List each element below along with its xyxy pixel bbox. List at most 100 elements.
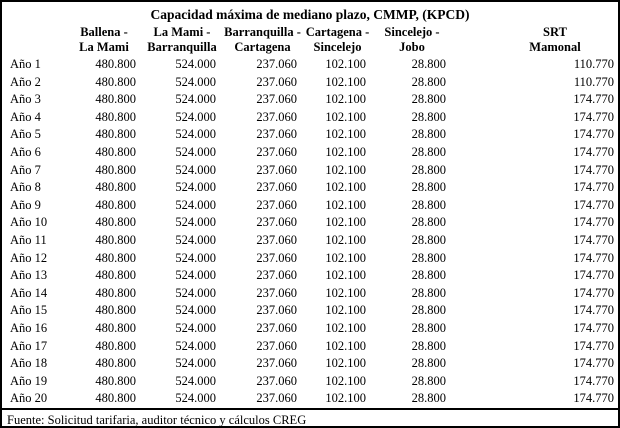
cell: 174.770	[573, 391, 614, 406]
table-row: Año 6 480.800 524.000 237.060 102.100 28.800 1…	[2, 144, 618, 162]
row-label: Año 4	[10, 109, 41, 124]
cell: 174.770	[573, 162, 614, 177]
header-row: Ballena - La Mami La Mami - Barranquilla…	[2, 23, 618, 56]
source-note: Fuente: Solicitud tarifaria, auditor téc…	[2, 407, 618, 426]
cell: 480.800	[95, 391, 136, 406]
cell: 524.000	[175, 127, 216, 142]
column-header-line: La Mami -	[153, 25, 211, 39]
row-label: Año 13	[10, 268, 48, 283]
row-label: Año 19	[10, 373, 48, 388]
cell: 524.000	[175, 197, 216, 212]
cell: 524.000	[175, 268, 216, 283]
cell: 237.060	[256, 356, 297, 371]
cell: 28.800	[411, 356, 446, 371]
cell: 28.800	[411, 162, 446, 177]
cell: 524.000	[175, 74, 216, 89]
cell: 524.000	[175, 391, 216, 406]
cell: 174.770	[573, 144, 614, 159]
row-label: Año 8	[10, 180, 41, 195]
column-header-line: Mamonal	[529, 40, 581, 54]
cell: 524.000	[175, 57, 216, 71]
column-header-cartagena-sincelejo: Cartagena - Sincelejo	[303, 23, 372, 56]
table-header: Ballena - La Mami La Mami - Barranquilla…	[2, 23, 618, 56]
cell: 102.100	[325, 57, 366, 71]
cell: 237.060	[256, 320, 297, 335]
cell: 102.100	[325, 162, 366, 177]
cell: 480.800	[95, 127, 136, 142]
cell: 102.100	[325, 127, 366, 142]
cell: 28.800	[411, 285, 446, 300]
cell: 237.060	[256, 373, 297, 388]
cell: 102.100	[325, 232, 366, 247]
cell: 480.800	[95, 57, 136, 71]
cell: 237.060	[256, 197, 297, 212]
row-label: Año 7	[10, 162, 41, 177]
column-header-barranquilla-cartagena: Barranquilla - Cartagena	[222, 23, 303, 56]
cell: 102.100	[325, 92, 366, 107]
cell: 174.770	[573, 373, 614, 388]
column-header-line: Barranquilla -	[224, 25, 301, 39]
cell: 102.100	[325, 356, 366, 371]
cell: 102.100	[325, 391, 366, 406]
column-header-line: Sincelejo -	[384, 25, 440, 39]
cell: 237.060	[256, 232, 297, 247]
table-row: Año 10 480.800 524.000 237.060 102.100 28.800…	[2, 214, 618, 232]
page-title: Capacidad máxima de mediano plazo, CMMP,…	[150, 7, 470, 22]
cell: 480.800	[95, 320, 136, 335]
cell: 174.770	[573, 197, 614, 212]
cell: 174.770	[573, 268, 614, 283]
cell: 174.770	[573, 180, 614, 195]
cell: 102.100	[325, 215, 366, 230]
cell: 28.800	[411, 57, 446, 71]
table-row: Año 15 480.800 524.000 237.060 102.100 28.800…	[2, 302, 618, 320]
row-label: Año 14	[10, 285, 48, 300]
cell: 524.000	[175, 180, 216, 195]
cell: 28.800	[411, 373, 446, 388]
row-label: Año 17	[10, 338, 48, 353]
cell: 480.800	[95, 180, 136, 195]
cell: 237.060	[256, 57, 297, 71]
cell: 174.770	[573, 232, 614, 247]
cell: 237.060	[256, 391, 297, 406]
cell: 102.100	[325, 268, 366, 283]
cell: 28.800	[411, 338, 446, 353]
cell: 174.770	[573, 320, 614, 335]
table-row: Año 16 480.800 524.000 237.060 102.100 28.800…	[2, 320, 618, 338]
column-header-srt-mamonal: SRT Mamonal	[452, 23, 618, 56]
cell: 174.770	[573, 215, 614, 230]
cell: 237.060	[256, 127, 297, 142]
cell: 237.060	[256, 268, 297, 283]
cell: 480.800	[95, 74, 136, 89]
cell: 102.100	[325, 250, 366, 265]
cell: 102.100	[325, 180, 366, 195]
cell: 480.800	[95, 356, 136, 371]
column-header-line: SRT	[543, 25, 567, 39]
cell: 237.060	[256, 250, 297, 265]
row-label: Año 12	[10, 250, 48, 265]
row-label: Año 20	[10, 391, 48, 406]
cell: 102.100	[325, 303, 366, 318]
cell: 480.800	[95, 162, 136, 177]
cell: 237.060	[256, 74, 297, 89]
table-row: Año 20 480.800 524.000 237.060 102.100 28.800…	[2, 390, 618, 408]
cell: 110.770	[573, 74, 614, 89]
cell: 480.800	[95, 338, 136, 353]
row-label-header	[2, 23, 66, 56]
cell: 28.800	[411, 144, 446, 159]
table-row: Año 14 480.800 524.000 237.060 102.100 28.800…	[2, 285, 618, 303]
cell: 28.800	[411, 92, 446, 107]
table-body: Año 1 480.800 524.000 237.060 102.100 28.800 1…	[2, 56, 618, 408]
cell: 480.800	[95, 303, 136, 318]
cell: 480.800	[95, 109, 136, 124]
row-label: Año 10	[10, 215, 48, 230]
row-label: Año 9	[10, 197, 41, 212]
cell: 524.000	[175, 373, 216, 388]
cell: 524.000	[175, 338, 216, 353]
cell: 28.800	[411, 127, 446, 142]
cell: 237.060	[256, 92, 297, 107]
cell: 480.800	[95, 250, 136, 265]
column-header-line: Jobo	[399, 40, 425, 54]
cell: 28.800	[411, 391, 446, 406]
row-label: Año 2	[10, 74, 41, 89]
row-label: Año 18	[10, 356, 48, 371]
